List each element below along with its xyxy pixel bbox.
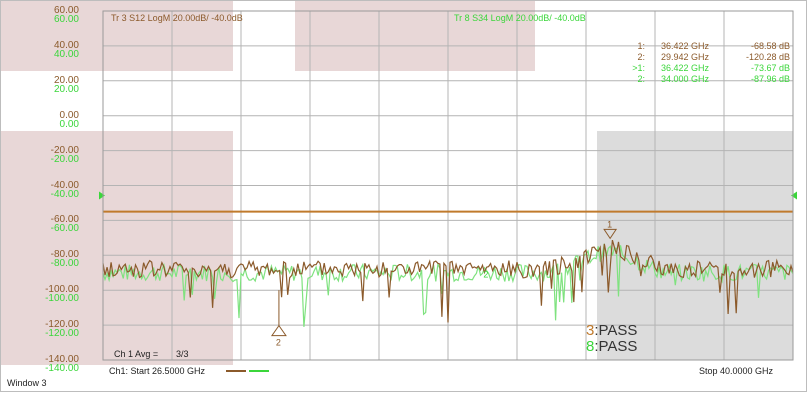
y-tick-green: 60.00 — [53, 14, 79, 25]
highlight-region — [1, 131, 233, 365]
y-tick-brown: -60.00 — [50, 214, 79, 226]
y-tick-brown: -80.00 — [50, 249, 79, 261]
marker-value: -73.67 dB — [750, 63, 790, 73]
pass-text: :PASS — [594, 322, 638, 339]
y-tick-green: -100.00 — [45, 293, 79, 305]
marker-value: -87.96 dB — [750, 74, 790, 84]
grey-region — [597, 131, 793, 360]
trace-3-s12 — [102, 239, 794, 323]
marker-value: -68.58 dB — [750, 41, 790, 51]
y-tick-brown: 20.00 — [53, 74, 79, 86]
marker-2-triangle — [270, 324, 287, 337]
y-tick-brown: -140.00 — [45, 354, 79, 365]
marker-id: >1: — [632, 63, 645, 73]
pass-text: :PASS — [594, 338, 638, 355]
marker-1-label: 1 — [607, 219, 612, 229]
trace-legend — [226, 370, 269, 372]
y-tick-green: -120.00 — [45, 328, 79, 340]
limit-test-status-trace-8: 8:PASS — [586, 339, 637, 354]
trace-8-s34 — [102, 243, 794, 327]
y-tick-brown: 40.00 — [53, 39, 79, 51]
y-tick-brown: -40.00 — [50, 179, 79, 191]
limit-test-status-trace-3: 3:PASS — [586, 323, 637, 338]
marker-freq: 36.422 GHz — [661, 63, 710, 73]
y-tick-brown: -100.00 — [45, 284, 79, 296]
window-title: Window 3 — [7, 378, 47, 388]
reference-arrow-right — [791, 191, 797, 200]
y-tick-green: -80.00 — [50, 258, 79, 270]
y-tick-green: -20.00 — [50, 153, 79, 165]
marker-2-green-label: 2 — [483, 269, 488, 279]
y-tick-brown: -120.00 — [45, 319, 79, 331]
marker-id: 1: — [637, 41, 645, 51]
trace-3-header[interactable]: Tr 3 S12 LogM 20.00dB/ -40.0dB — [111, 13, 243, 23]
averaging-label: Ch 1 Avg = — [114, 349, 159, 359]
y-tick-green: -40.00 — [50, 188, 79, 200]
marker-freq: 29.942 GHz — [661, 52, 710, 62]
plot-frame — [102, 10, 794, 361]
trace-number: 3 — [586, 322, 595, 339]
marker-id: 2: — [637, 52, 645, 62]
y-tick-green: 20.00 — [53, 83, 79, 95]
channel-start[interactable]: Ch1: Start 26.5000 GHz — [109, 366, 206, 376]
averaging-value: 3/3 — [176, 349, 189, 359]
y-tick-brown: 0.00 — [59, 109, 79, 121]
trace-8-header[interactable]: Tr 8 S34 LogM 20.00dB/ -40.0dB — [454, 13, 586, 23]
marker-freq: 36.422 GHz — [661, 41, 710, 51]
trace-number: 8 — [586, 338, 595, 355]
highlight-region — [295, 1, 535, 71]
y-tick-green: 40.00 — [53, 48, 79, 60]
channel-stop[interactable]: Stop 40.0000 GHz — [699, 366, 774, 376]
y-tick-green: -60.00 — [50, 223, 79, 235]
highlight-region — [1, 1, 233, 71]
grid — [99, 11, 797, 360]
y-tick-green: 0.00 — [59, 118, 79, 130]
y-tick-brown: -20.00 — [50, 144, 79, 156]
marker-1-triangle — [603, 228, 618, 240]
y-tick-green: -140.00 — [45, 363, 79, 374]
marker-value: -120.28 dB — [745, 52, 790, 62]
reference-arrow-left — [99, 191, 105, 200]
marker-2-label: 2 — [276, 338, 281, 348]
marker-id: 2: — [637, 74, 645, 84]
y-tick-brown: 60.00 — [53, 5, 79, 16]
marker-freq: 34.000 GHz — [661, 74, 710, 84]
